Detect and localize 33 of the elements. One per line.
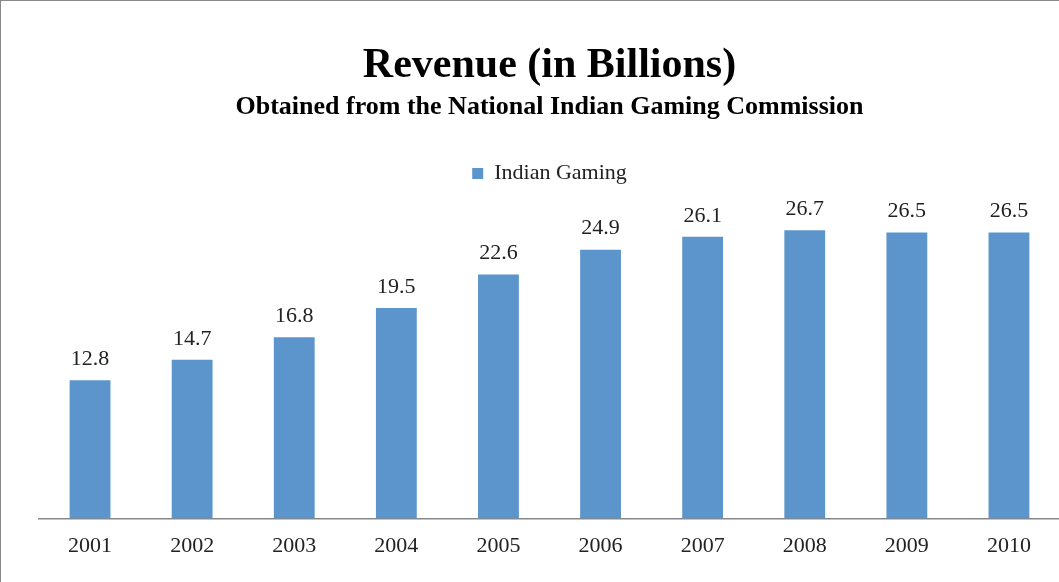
- bar: [988, 232, 1030, 519]
- bar: [886, 232, 928, 519]
- x-tick-label: 2001: [68, 531, 113, 557]
- data-label: 26.5: [887, 197, 927, 223]
- data-label: 16.8: [275, 301, 314, 327]
- data-label: 12.8: [70, 345, 110, 371]
- data-label: 19.5: [377, 272, 416, 298]
- x-tick-label: 2010: [986, 531, 1031, 557]
- legend-label: Indian Gaming: [494, 159, 627, 185]
- x-tick-label: 2006: [578, 531, 623, 557]
- bar: [478, 274, 519, 519]
- bar: [784, 230, 826, 519]
- bar: [273, 337, 315, 519]
- bar: [69, 380, 111, 519]
- data-label: 26.1: [683, 201, 722, 227]
- x-tick-label: 2003: [272, 531, 317, 557]
- bar: [375, 308, 417, 519]
- x-tick-label: 2007: [680, 531, 725, 557]
- chart-title: Revenue (in Billions): [362, 40, 737, 88]
- bar: [682, 236, 724, 519]
- chart-subtitle: Obtained from the National Indian Gaming Commission: [235, 90, 865, 120]
- x-tick-label: 2005: [476, 531, 521, 557]
- x-tick-label: 2008: [782, 531, 827, 557]
- data-label: 22.6: [479, 239, 518, 265]
- bar: [580, 249, 621, 519]
- bar: [171, 359, 213, 519]
- data-label: 26.7: [785, 195, 824, 221]
- data-label: 24.9: [581, 214, 620, 240]
- x-tick-label: 2009: [884, 531, 929, 557]
- data-label: 14.7: [172, 324, 212, 350]
- data-label: 26.5: [989, 197, 1029, 223]
- x-tick-label: 2002: [170, 531, 215, 557]
- x-tick-label: 2004: [374, 531, 419, 557]
